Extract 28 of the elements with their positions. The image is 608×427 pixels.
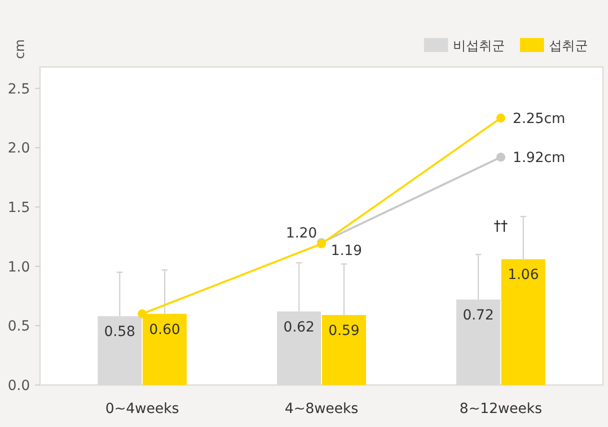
- data-label: 0.72: [462, 308, 494, 324]
- legend-label: 섭취군: [549, 39, 588, 54]
- y-tick-label: 1.5: [8, 200, 30, 216]
- annotation: ††: [494, 218, 508, 235]
- point: [496, 152, 506, 162]
- y-tick-label: 0.5: [8, 318, 30, 335]
- y-tick-label: 2.5: [8, 81, 30, 98]
- data-label: 1.06: [508, 267, 539, 284]
- point: [496, 114, 506, 123]
- y-axis-title: cm: [13, 39, 28, 59]
- y-tick-label: 0.0: [8, 378, 30, 394]
- data-label: 1.19: [330, 242, 362, 259]
- data-label: 0.58: [104, 324, 136, 340]
- y-tick-label: 2.0: [8, 140, 30, 157]
- legend-label: 비섭취군: [453, 39, 505, 54]
- x-tick-label: 4~8weeks: [284, 401, 358, 417]
- bar: [501, 259, 546, 385]
- data-label: 1.92cm: [512, 150, 566, 166]
- data-label: 0.62: [283, 319, 315, 336]
- data-label: 2.25cm: [512, 111, 566, 128]
- x-tick-label: 8~12weeks: [460, 401, 542, 417]
- y-tick-label: 1.0: [8, 259, 30, 276]
- bar: [322, 314, 366, 385]
- point: [138, 309, 147, 318]
- x-tick-label: 0~4weeks: [105, 401, 180, 417]
- data-label: 0.59: [328, 322, 360, 339]
- data-label: 0.60: [149, 322, 180, 338]
- data-label: 1.20: [286, 226, 318, 242]
